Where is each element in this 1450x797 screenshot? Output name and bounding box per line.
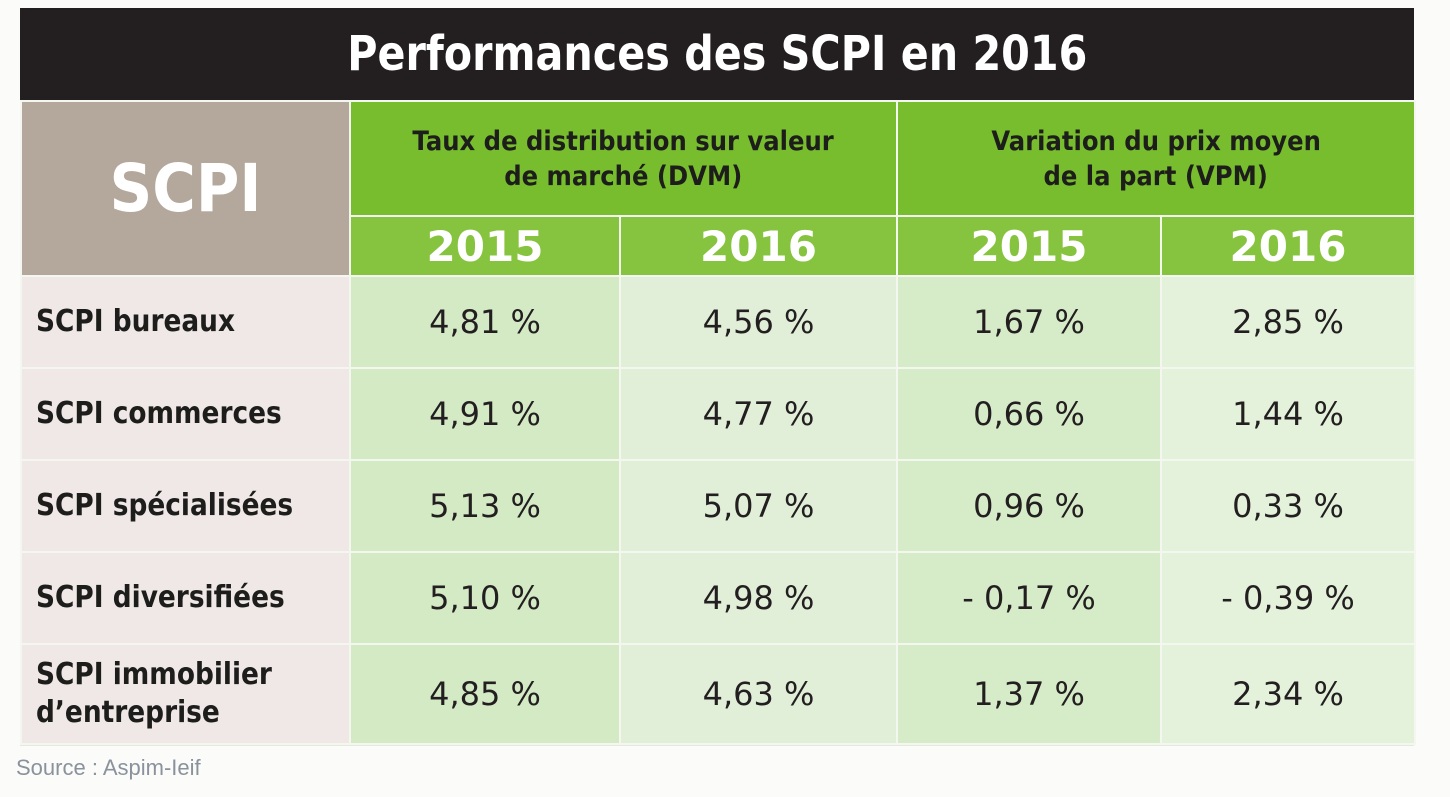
value-cell: 1,67 % xyxy=(896,275,1162,369)
table-row: SCPI diversifiées 5,10 % 4,98 % - 0,17 % - 0… xyxy=(20,551,1416,645)
row-label: SCPI bureaux xyxy=(20,275,351,369)
value-cell: 2,85 % xyxy=(1160,275,1416,369)
value-cell: 5,07 % xyxy=(619,459,898,553)
value-cell: 5,10 % xyxy=(349,551,621,645)
row-label-line: SCPI diversifiées xyxy=(36,580,285,615)
year-header-row: 2015 2016 2015 2016 xyxy=(21,215,1416,277)
value-cell: 4,81 % xyxy=(349,275,621,369)
group-header-vpm-line2: de la part (VPM) xyxy=(1043,160,1269,192)
row-label: SCPI commerces xyxy=(20,367,351,461)
data-rows: SCPI bureaux 4,81 % 4,56 % 1,67 % 2,85 % SCPI… xyxy=(20,275,1416,745)
value-cell: 4,56 % xyxy=(619,275,898,369)
row-label-line: SCPI immobilier xyxy=(36,657,272,692)
source-note: Source : Aspim-Ieif xyxy=(16,755,201,780)
row-label: SCPI immobilier d’entreprise xyxy=(20,643,351,745)
value-cell: - 0,39 % xyxy=(1160,551,1416,645)
group-header-dvm-line2: de marché (DVM) xyxy=(504,160,743,192)
table-row: SCPI spécialisées 5,13 % 5,07 % 0,96 % 0,33 … xyxy=(20,459,1416,553)
value-cell: - 0,17 % xyxy=(896,551,1162,645)
group-header-dvm: Taux de distribution sur valeur de march… xyxy=(349,100,898,217)
scpi-performance-card: Performances des SCPI en 2016 SCPI Taux … xyxy=(20,8,1416,746)
row-label-line: d’entreprise xyxy=(36,695,220,730)
year-header-dvm-2015: 2015 xyxy=(349,215,621,277)
performance-table: SCPI Taux de distribution sur valeur de … xyxy=(20,100,1416,745)
row-label-line: SCPI spécialisées xyxy=(36,488,294,523)
value-cell: 1,44 % xyxy=(1160,367,1416,461)
group-header-vpm-line1: Variation du prix moyen xyxy=(991,125,1321,157)
value-cell: 4,85 % xyxy=(349,643,621,745)
table-row: SCPI immobilier d’entreprise 4,85 % 4,63 % 1… xyxy=(20,643,1416,745)
row-label-line: SCPI bureaux xyxy=(36,304,236,339)
value-cell: 4,63 % xyxy=(619,643,898,745)
row-label-line: SCPI commerces xyxy=(36,396,282,431)
table-row: SCPI bureaux 4,81 % 4,56 % 1,67 % 2,85 % xyxy=(20,275,1416,369)
value-cell: 0,66 % xyxy=(896,367,1162,461)
value-cell: 0,33 % xyxy=(1160,459,1416,553)
group-header-dvm-line1: Taux de distribution sur valeur xyxy=(412,125,835,157)
value-cell: 0,96 % xyxy=(896,459,1162,553)
year-header-dvm-2016: 2016 xyxy=(619,215,898,277)
group-header-row: SCPI Taux de distribution sur valeur de … xyxy=(20,100,1416,277)
value-cell: 1,37 % xyxy=(896,643,1162,745)
group-header-vpm: Variation du prix moyen de la part (VPM) xyxy=(896,100,1416,217)
title-bar: Performances des SCPI en 2016 xyxy=(20,8,1414,100)
year-header-vpm-2015: 2015 xyxy=(896,215,1162,277)
page-title: Performances des SCPI en 2016 xyxy=(346,26,1088,82)
value-cell: 4,77 % xyxy=(619,367,898,461)
corner-label: SCPI xyxy=(109,150,262,227)
year-header-vpm-2016: 2016 xyxy=(1160,215,1416,277)
value-cell: 5,13 % xyxy=(349,459,621,553)
value-cell: 2,34 % xyxy=(1160,643,1416,745)
row-label: SCPI diversifiées xyxy=(20,551,351,645)
value-cell: 4,98 % xyxy=(619,551,898,645)
corner-header: SCPI xyxy=(20,100,351,277)
value-cell: 4,91 % xyxy=(349,367,621,461)
table-row: SCPI commerces 4,91 % 4,77 % 0,66 % 1,44 % xyxy=(20,367,1416,461)
row-label: SCPI spécialisées xyxy=(20,459,351,553)
